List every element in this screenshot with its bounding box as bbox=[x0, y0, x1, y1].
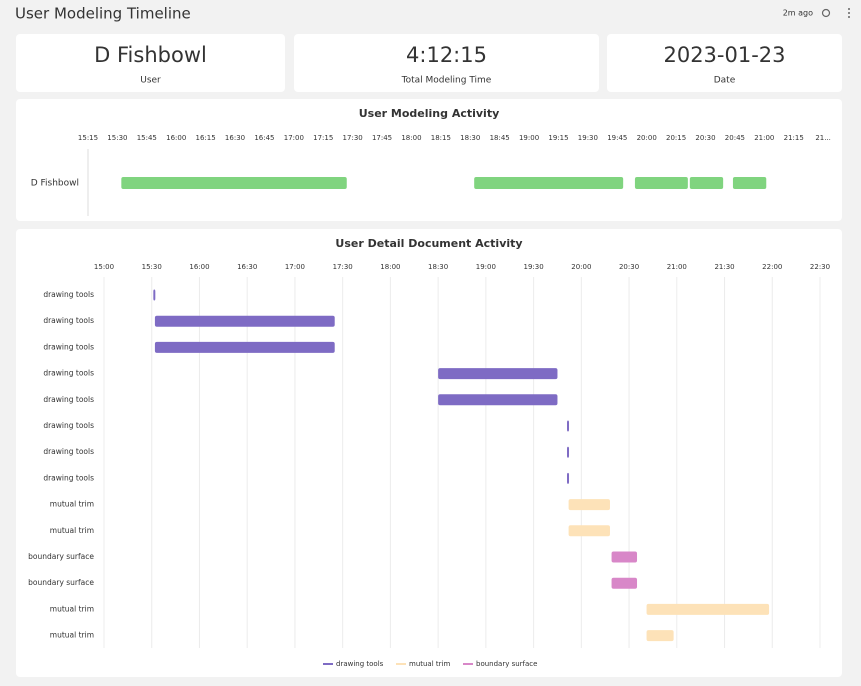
activity-bar bbox=[568, 499, 610, 511]
x-tick-label: 15:45 bbox=[137, 134, 157, 142]
x-tick-label: 17:45 bbox=[372, 134, 392, 142]
x-tick-label: 16:00 bbox=[166, 134, 186, 142]
stat-label: User bbox=[140, 76, 161, 86]
stat-value: 2023-01-23 bbox=[663, 43, 785, 67]
x-tick-label: 20:00 bbox=[637, 134, 657, 142]
activity-bar bbox=[154, 315, 335, 327]
x-tick-label: 15:00 bbox=[94, 263, 114, 271]
row-label: mutual trim bbox=[50, 526, 94, 535]
x-tick-label: 19:30 bbox=[578, 134, 598, 142]
row-label: mutual trim bbox=[50, 604, 94, 613]
activity-bar bbox=[611, 551, 638, 563]
x-tick-label: 15:15 bbox=[78, 134, 98, 142]
row-label: drawing tools bbox=[43, 421, 94, 430]
refresh-button[interactable] bbox=[821, 8, 831, 18]
row-label: drawing tools bbox=[43, 473, 94, 482]
row-label: mutual trim bbox=[50, 500, 94, 509]
row-label: drawing tools bbox=[43, 395, 94, 404]
activity-bar bbox=[438, 368, 558, 380]
x-tick-label: 19:30 bbox=[524, 263, 544, 271]
x-tick-label: 21... bbox=[815, 134, 831, 142]
activity-bar bbox=[611, 577, 638, 589]
stat-value: 4:12:15 bbox=[406, 43, 487, 67]
x-tick-label: 15:30 bbox=[107, 134, 127, 142]
stat-label: Total Modeling Time bbox=[401, 76, 492, 86]
x-tick-label: 16:45 bbox=[254, 134, 274, 142]
x-tick-label: 17:00 bbox=[285, 263, 305, 271]
legend-label: drawing tools bbox=[336, 660, 384, 668]
activity-bar bbox=[438, 394, 558, 406]
chart-title: User Detail Document Activity bbox=[335, 237, 522, 250]
x-tick-label: 19:00 bbox=[476, 263, 496, 271]
x-tick-label: 18:00 bbox=[401, 134, 421, 142]
stat-label: Date bbox=[714, 76, 736, 86]
x-tick-label: 22:30 bbox=[810, 263, 830, 271]
x-tick-label: 19:45 bbox=[607, 134, 627, 142]
stat-card bbox=[16, 34, 285, 92]
x-tick-label: 18:30 bbox=[428, 263, 448, 271]
x-tick-label: 16:15 bbox=[196, 134, 216, 142]
chart-title: User Modeling Activity bbox=[359, 107, 500, 120]
x-tick-label: 18:45 bbox=[490, 134, 510, 142]
legend-label: boundary surface bbox=[476, 660, 537, 668]
x-tick-label: 20:30 bbox=[619, 263, 639, 271]
x-tick-label: 19:00 bbox=[519, 134, 539, 142]
x-tick-label: 17:15 bbox=[313, 134, 333, 142]
x-tick-label: 22:00 bbox=[762, 263, 782, 271]
row-label: D Fishbowl bbox=[31, 179, 79, 189]
x-tick-label: 21:15 bbox=[784, 134, 804, 142]
chart-card bbox=[16, 229, 842, 677]
activity-bar bbox=[689, 177, 724, 189]
activity-bar bbox=[732, 177, 767, 189]
x-tick-label: 17:30 bbox=[343, 134, 363, 142]
row-label: drawing tools bbox=[43, 316, 94, 325]
x-tick-label: 18:30 bbox=[460, 134, 480, 142]
x-tick-label: 20:30 bbox=[695, 134, 715, 142]
activity-bar bbox=[568, 525, 610, 537]
row-label: mutual trim bbox=[50, 631, 94, 640]
x-tick-label: 17:30 bbox=[333, 263, 353, 271]
row-label: drawing tools bbox=[43, 342, 94, 351]
x-tick-label: 21:30 bbox=[714, 263, 734, 271]
x-tick-label: 15:30 bbox=[142, 263, 162, 271]
activity-bar bbox=[474, 177, 624, 189]
activity-bar bbox=[154, 341, 335, 353]
activity-bar bbox=[153, 289, 156, 301]
activity-bar bbox=[634, 177, 688, 189]
x-tick-label: 21:00 bbox=[754, 134, 774, 142]
row-label: boundary surface bbox=[28, 552, 94, 561]
x-tick-label: 20:15 bbox=[666, 134, 686, 142]
chart-card bbox=[16, 99, 842, 221]
activity-bar bbox=[646, 630, 674, 642]
updated-time: 2m ago bbox=[783, 9, 813, 18]
x-tick-label: 21:00 bbox=[667, 263, 687, 271]
x-tick-label: 16:30 bbox=[225, 134, 245, 142]
activity-bar bbox=[121, 177, 347, 189]
legend-label: mutual trim bbox=[409, 660, 450, 668]
activity-bar bbox=[567, 472, 570, 484]
menu-button[interactable] bbox=[848, 8, 850, 18]
activity-bar bbox=[567, 420, 570, 432]
x-tick-label: 20:45 bbox=[725, 134, 745, 142]
x-tick-label: 16:30 bbox=[237, 263, 257, 271]
row-label: drawing tools bbox=[43, 369, 94, 378]
stat-card bbox=[294, 34, 599, 92]
x-tick-label: 20:00 bbox=[571, 263, 591, 271]
x-tick-label: 19:15 bbox=[548, 134, 568, 142]
stat-value: D Fishbowl bbox=[94, 43, 207, 67]
dashboard-title: User Modeling Timeline bbox=[15, 5, 191, 23]
row-label: drawing tools bbox=[43, 447, 94, 456]
row-label: boundary surface bbox=[28, 578, 94, 587]
stat-card bbox=[607, 34, 842, 92]
activity-bar bbox=[646, 603, 770, 615]
x-tick-label: 17:00 bbox=[284, 134, 304, 142]
row-label: drawing tools bbox=[43, 290, 94, 299]
activity-bar bbox=[567, 446, 570, 458]
x-tick-label: 18:15 bbox=[431, 134, 451, 142]
x-tick-label: 16:00 bbox=[189, 263, 209, 271]
x-tick-label: 18:00 bbox=[380, 263, 400, 271]
